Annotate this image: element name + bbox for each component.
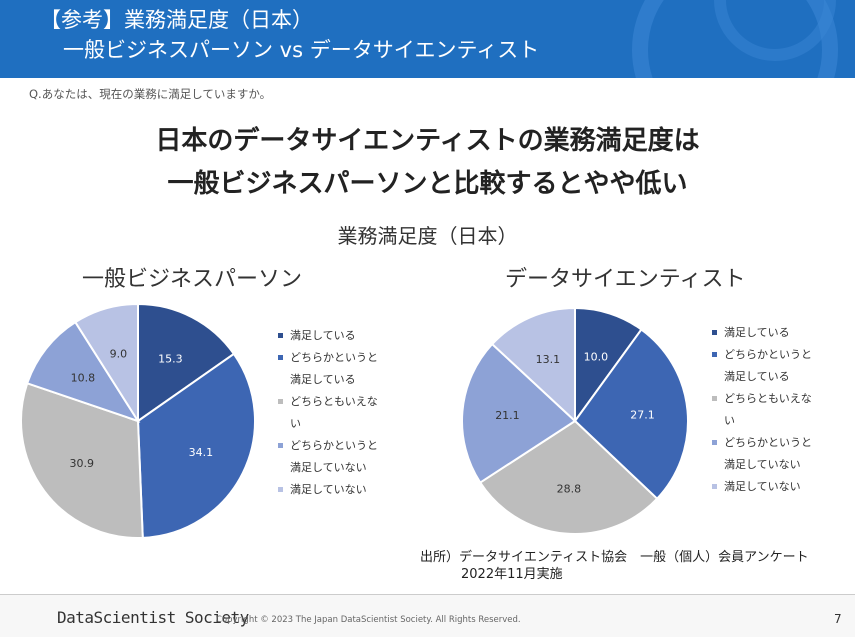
legend1-swatch-dissatisfied	[712, 484, 717, 489]
pie0-label-neutral: 30.9	[70, 457, 95, 470]
legend1-item-satisfied: 満足している	[712, 322, 852, 344]
pie0-slice-satisfied	[137, 302, 236, 423]
legend1-swatch-somewhat-dissatisfied	[712, 440, 717, 445]
legend0-swatch-neutral	[278, 399, 283, 404]
legend0-label-somewhat-dissatisfied: 満足していない	[290, 461, 367, 474]
legend1-label-somewhat-satisfied: 満足している	[724, 370, 790, 383]
source-line2: 2022年11月実施	[461, 567, 563, 582]
pie0-label-somewhat-dissatisfied: 10.8	[71, 372, 96, 385]
footer-logo: DataScientist Society	[57, 608, 249, 627]
legend0-label-somewhat-dissatisfied: どちらかというと	[290, 439, 378, 452]
page-number: 7	[834, 612, 842, 626]
legend0-item-satisfied: 満足している	[278, 325, 418, 347]
legend0-swatch-somewhat-satisfied	[278, 355, 283, 360]
pie1-slice-somewhat-dissatisfied	[461, 342, 577, 484]
survey-question: Q.あなたは、現在の業務に満足していますか。	[29, 87, 272, 101]
pie0-label-dissatisfied: 9.0	[110, 348, 128, 361]
pie1-slice-dissatisfied	[490, 306, 576, 424]
pie0-label-somewhat-satisfied: 34.1	[189, 446, 214, 459]
legend0-item-neutral: どちらともいえない	[278, 391, 418, 435]
page-title-line1: 【参考】業務満足度（日本）	[40, 8, 313, 32]
legend1-label-somewhat-dissatisfied: どちらかというと	[724, 436, 812, 449]
legend1-label-neutral: どちらともいえな	[724, 392, 812, 405]
headline-line1: 日本のデータサイエンティストの業務満足度は	[155, 126, 700, 156]
pie-title-business: 一般ビジネスパーソン	[82, 267, 303, 292]
headline-line2: 一般ビジネスパーソンと比較するとやや低い	[167, 169, 688, 199]
legend1-item-somewhat-satisfied: どちらかというと 満足している	[712, 344, 852, 388]
legend0-item-dissatisfied: 満足していない	[278, 479, 418, 501]
page-title: 【参考】業務満足度（日本） 一般ビジネスパーソン vs データサイエンティスト	[40, 5, 539, 65]
legend-business: 満足している どちらかというと 満足している どちらともいえないどちらかというと 満足し…	[278, 325, 418, 501]
legend0-label-somewhat-satisfied: どちらかというと	[290, 351, 378, 364]
pie1-label-dissatisfied: 13.1	[536, 353, 561, 366]
pie-title-datascientist: データサイエンティスト	[505, 267, 746, 292]
pie1-label-satisfied: 10.0	[584, 351, 609, 364]
source-note: 出所）データサイエンティスト協会 一般（個人）会員アンケート 2022年11月実…	[420, 549, 809, 583]
legend1-label-neutral: い	[724, 414, 735, 427]
legend0-swatch-somewhat-dissatisfied	[278, 443, 283, 448]
footer-copyright: Copyright © 2023 The Japan DataScientist…	[216, 615, 521, 625]
pie1-slice-somewhat-satisfied	[573, 328, 689, 501]
legend1-label-satisfied: 満足している	[724, 326, 790, 339]
pie0-slice-neutral	[20, 382, 144, 539]
pie1-label-somewhat-dissatisfied: 21.1	[495, 409, 520, 422]
pie1-label-neutral: 28.8	[557, 483, 582, 496]
legend1-item-somewhat-dissatisfied: どちらかというと 満足していない	[712, 432, 852, 476]
legend0-label-somewhat-satisfied: 満足している	[290, 373, 356, 386]
legend1-item-neutral: どちらともいえない	[712, 388, 852, 432]
legend1-swatch-somewhat-satisfied	[712, 352, 717, 357]
legend0-item-somewhat-dissatisfied: どちらかというと 満足していない	[278, 435, 418, 479]
legend0-label-dissatisfied: 満足していない	[290, 483, 367, 496]
header-banner: 【参考】業務満足度（日本） 一般ビジネスパーソン vs データサイエンティスト	[0, 0, 855, 78]
pie1-label-somewhat-satisfied: 27.1	[630, 409, 655, 422]
legend1-item-dissatisfied: 満足していない	[712, 476, 852, 498]
legend0-label-neutral: どちらともいえな	[290, 395, 378, 408]
legend1-label-dissatisfied: 満足していない	[724, 480, 801, 493]
logo-watermark-icon	[632, 0, 838, 78]
legend1-swatch-neutral	[712, 396, 717, 401]
legend1-label-somewhat-dissatisfied: 満足していない	[724, 458, 801, 471]
legend-datascientist: 満足している どちらかというと 満足している どちらともいえないどちらかというと 満足し…	[712, 322, 852, 498]
source-line1: 出所）データサイエンティスト協会 一般（個人）会員アンケート	[420, 550, 809, 565]
legend0-swatch-satisfied	[278, 333, 283, 338]
pie0-slice-somewhat-satisfied	[136, 352, 256, 539]
pie1-slice-satisfied	[574, 306, 643, 425]
pie1-slice-neutral	[478, 419, 659, 535]
pie0-slice-somewhat-dissatisfied	[25, 320, 141, 423]
page-title-line2: 一般ビジネスパーソン vs データサイエンティスト	[63, 38, 540, 62]
footer-bar	[0, 594, 855, 637]
legend1-swatch-satisfied	[712, 330, 717, 335]
legend0-label-neutral: い	[290, 417, 301, 430]
legend0-label-satisfied: 満足している	[290, 329, 356, 342]
chart-title: 業務満足度（日本）	[337, 224, 518, 248]
pie0-slice-dissatisfied	[73, 302, 139, 425]
legend0-swatch-dissatisfied	[278, 487, 283, 492]
legend0-item-somewhat-satisfied: どちらかというと 満足している	[278, 347, 418, 391]
pie0-label-satisfied: 15.3	[158, 353, 183, 366]
legend1-label-somewhat-satisfied: どちらかというと	[724, 348, 812, 361]
